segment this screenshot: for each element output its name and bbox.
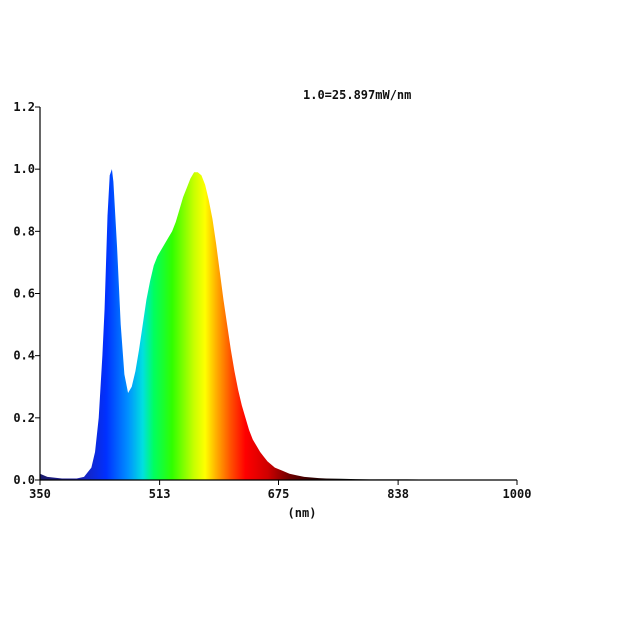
x-tick-label: 675 — [268, 487, 290, 501]
scale-annotation: 1.0=25.897mW/nm — [303, 88, 411, 102]
x-axis-label: (nm) — [288, 506, 317, 520]
x-tick-label: 350 — [29, 487, 51, 501]
y-tick-label: 0.0 — [13, 473, 35, 487]
spectrum-area-series-0 — [40, 169, 517, 481]
y-tick-label: 0.8 — [13, 224, 35, 238]
x-tick-label: 513 — [149, 487, 171, 501]
x-tick-label: 838 — [387, 487, 409, 501]
y-tick-label: 1.0 — [13, 162, 35, 176]
x-tick-label: 1000 — [503, 487, 532, 501]
y-tick-label: 1.2 — [13, 100, 35, 114]
y-tick-label: 0.2 — [13, 411, 35, 425]
axes: 0.0 0.2 0.4 0.6 0.8 1.0 1.2 350 513 675 838 1000 — [13, 100, 531, 501]
plot-area — [40, 169, 517, 481]
y-tick-label: 0.6 — [13, 287, 35, 301]
y-tick-label: 0.4 — [13, 349, 35, 363]
